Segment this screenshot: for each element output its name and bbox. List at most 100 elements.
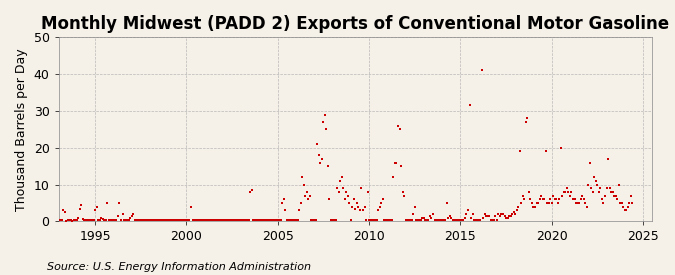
- Point: [569, 197, 580, 202]
- Point: [126, 214, 137, 218]
- Point: [315, 160, 326, 165]
- Point: [484, 214, 495, 218]
- Point: [377, 197, 388, 202]
- Point: [134, 218, 144, 222]
- Point: [603, 157, 614, 161]
- Point: [627, 201, 638, 205]
- Point: [204, 218, 215, 222]
- Point: [450, 218, 461, 222]
- Point: [621, 208, 632, 213]
- Point: [211, 218, 222, 222]
- Point: [186, 205, 196, 209]
- Point: [85, 218, 96, 222]
- Point: [396, 164, 406, 168]
- Point: [502, 216, 513, 220]
- Point: [272, 218, 283, 222]
- Point: [539, 197, 549, 202]
- Point: [210, 218, 221, 222]
- Point: [92, 218, 103, 222]
- Point: [124, 218, 134, 222]
- Point: [508, 210, 519, 214]
- Point: [415, 218, 426, 222]
- Point: [148, 218, 159, 222]
- Point: [158, 218, 169, 222]
- Point: [438, 218, 449, 222]
- Point: [426, 216, 437, 220]
- Title: Monthly Midwest (PADD 2) Exports of Conventional Motor Gasoline: Monthly Midwest (PADD 2) Exports of Conv…: [41, 15, 670, 33]
- Point: [400, 218, 411, 222]
- Point: [331, 186, 342, 191]
- Point: [452, 218, 463, 222]
- Point: [256, 218, 267, 222]
- Point: [585, 160, 595, 165]
- Point: [497, 212, 508, 216]
- Point: [246, 188, 257, 192]
- Point: [580, 201, 591, 205]
- Point: [152, 218, 163, 222]
- Point: [109, 218, 120, 222]
- Point: [306, 218, 317, 222]
- Point: [55, 218, 65, 222]
- Point: [245, 190, 256, 194]
- Point: [375, 205, 385, 209]
- Point: [172, 218, 183, 222]
- Point: [364, 218, 375, 222]
- Point: [198, 218, 209, 222]
- Point: [151, 218, 161, 222]
- Point: [578, 197, 589, 202]
- Point: [389, 160, 400, 165]
- Point: [111, 218, 122, 222]
- Point: [595, 186, 606, 191]
- Point: [466, 216, 477, 220]
- Point: [103, 218, 114, 222]
- Point: [427, 212, 438, 216]
- Point: [223, 218, 234, 222]
- Point: [557, 194, 568, 198]
- Point: [336, 175, 347, 180]
- Point: [520, 120, 531, 124]
- Point: [481, 214, 491, 218]
- Point: [425, 214, 435, 218]
- Point: [526, 201, 537, 205]
- Point: [277, 201, 288, 205]
- Point: [470, 218, 481, 222]
- Point: [431, 218, 441, 222]
- Point: [146, 218, 157, 222]
- Point: [562, 186, 572, 191]
- Point: [591, 179, 601, 183]
- Point: [61, 219, 72, 223]
- Point: [347, 205, 358, 209]
- Point: [167, 218, 178, 222]
- Point: [64, 218, 75, 222]
- Point: [511, 208, 522, 213]
- Point: [278, 197, 289, 202]
- Point: [614, 182, 624, 187]
- Point: [155, 218, 166, 222]
- Point: [462, 208, 473, 213]
- Point: [608, 190, 618, 194]
- Point: [251, 218, 262, 222]
- Point: [399, 194, 410, 198]
- Point: [388, 175, 399, 180]
- Point: [620, 208, 630, 213]
- Point: [323, 164, 333, 168]
- Point: [516, 201, 526, 205]
- Point: [338, 186, 348, 191]
- Point: [74, 206, 85, 211]
- Point: [292, 218, 303, 222]
- Point: [597, 197, 608, 202]
- Text: Source: U.S. Energy Information Administration: Source: U.S. Energy Information Administ…: [47, 262, 311, 272]
- Point: [576, 194, 587, 198]
- Point: [473, 218, 484, 222]
- Point: [119, 218, 130, 222]
- Point: [228, 218, 239, 222]
- Point: [330, 218, 341, 222]
- Point: [132, 218, 143, 222]
- Point: [181, 218, 192, 222]
- Point: [604, 186, 615, 191]
- Point: [193, 218, 204, 222]
- Point: [616, 201, 627, 205]
- Point: [353, 205, 364, 209]
- Point: [598, 201, 609, 205]
- Point: [441, 201, 452, 205]
